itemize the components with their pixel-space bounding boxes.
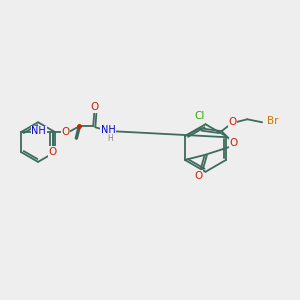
Text: O: O [49, 147, 57, 157]
Text: Br: Br [267, 116, 279, 126]
Text: NH: NH [31, 126, 46, 136]
Text: NH: NH [101, 125, 116, 135]
Text: O: O [61, 127, 70, 137]
Text: O: O [229, 138, 238, 148]
Text: O: O [90, 102, 98, 112]
Text: H: H [107, 134, 113, 142]
Text: O: O [228, 117, 237, 127]
Text: O: O [195, 171, 203, 181]
Text: Cl: Cl [195, 111, 205, 121]
